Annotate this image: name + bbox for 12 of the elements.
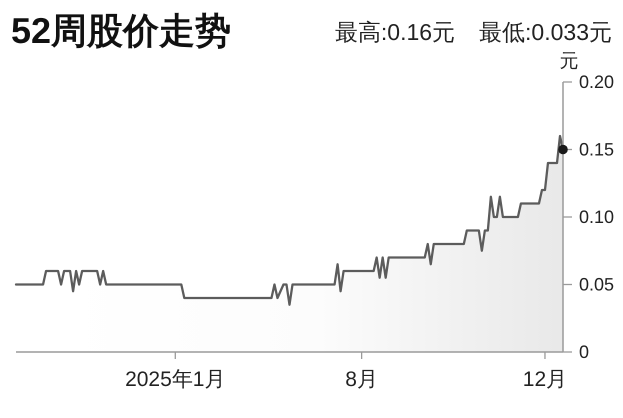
text: 最高:0.16元 <box>334 19 456 45</box>
y-tick-label: 0 <box>579 342 590 362</box>
text: 最低:0.033元 <box>479 19 612 45</box>
y-tick-label: 0.15 <box>579 140 614 160</box>
y-axis-title: 元 <box>560 51 578 72</box>
x-tick-label: 12月 <box>522 368 568 391</box>
y-tick-label: 0.10 <box>579 207 614 227</box>
x-tick-label: 8月 <box>345 368 378 391</box>
y-tick-label: 0.20 <box>579 72 614 92</box>
x-tick-label: 2025年1月 <box>125 368 226 391</box>
chart-title: 52周股价走势 <box>11 10 232 51</box>
y-tick-label: 0.05 <box>579 274 614 294</box>
